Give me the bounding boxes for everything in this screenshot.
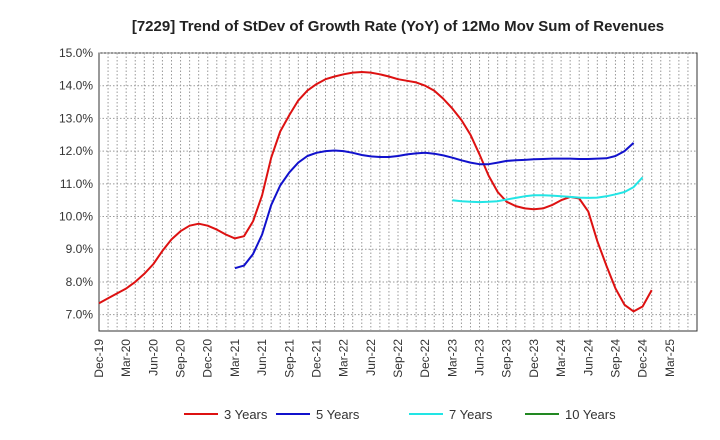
x-tick-label: Jun-22: [364, 339, 378, 376]
x-tick-label: Jun-21: [255, 339, 269, 376]
series-line-7-years: [452, 176, 644, 204]
y-tick-label: 8.0%: [66, 275, 94, 289]
x-tick-label: Dec-22: [418, 339, 432, 378]
x-tick-label: Sep-20: [174, 339, 188, 378]
x-tick-label: Dec-20: [201, 339, 215, 378]
series-line-5-years: [234, 142, 635, 270]
x-tick-label: Mar-25: [663, 339, 677, 377]
y-tick-label: 7.0%: [66, 308, 94, 322]
x-tick-label: Dec-21: [309, 339, 323, 378]
x-tick-label: Jun-24: [581, 339, 595, 376]
y-tick-label: 10.0%: [59, 210, 93, 224]
y-axis: 7.0% 8.0% 9.0% 10.0% 11.0% 12.0% 13.0% 14.0% 15.…: [59, 46, 93, 322]
legend-label-10-years: 10 Years: [565, 407, 616, 422]
plot-area: [98, 52, 698, 332]
x-tick-label: Sep-24: [608, 339, 622, 378]
y-tick-label: 14.0%: [59, 79, 93, 93]
x-tick-label: Dec-24: [636, 339, 650, 378]
x-tick-label: Mar-24: [554, 339, 568, 377]
x-tick-label: Mar-22: [337, 339, 351, 377]
y-tick-label: 9.0%: [66, 242, 94, 256]
x-tick-label: Sep-22: [391, 339, 405, 378]
legend-label-7-years: 7 Years: [449, 407, 493, 422]
x-tick-label: Jun-23: [473, 339, 487, 376]
x-tick-label: Mar-23: [445, 339, 459, 377]
y-tick-label: 11.0%: [60, 177, 93, 191]
legend-label-3-years: 3 Years: [224, 407, 268, 422]
x-tick-label: Sep-23: [500, 339, 514, 378]
x-tick-label: Mar-20: [119, 339, 133, 377]
series-line-3-years: [98, 71, 653, 313]
x-tick-label: Jun-20: [146, 339, 160, 376]
x-tick-label: Dec-19: [92, 339, 106, 378]
series-lines: [98, 71, 653, 313]
x-tick-label: Dec-23: [527, 339, 541, 378]
x-tick-label: Mar-21: [228, 339, 242, 377]
legend: 3 Years 5 Years 7 Years 10 Years: [184, 407, 616, 422]
x-axis: Dec-19 Mar-20 Jun-20 Sep-20 Dec-20 Mar-21 Jun-…: [92, 339, 677, 378]
legend-label-5-years: 5 Years: [316, 407, 360, 422]
x-tick-label: Sep-21: [282, 339, 296, 378]
grid-lines: [99, 52, 697, 331]
y-tick-label: 13.0%: [59, 111, 93, 125]
y-tick-label: 12.0%: [59, 144, 93, 158]
y-tick-label: 15.0%: [59, 46, 93, 60]
chart-title: [7229] Trend of StDev of Growth Rate (Yo…: [132, 18, 664, 35]
